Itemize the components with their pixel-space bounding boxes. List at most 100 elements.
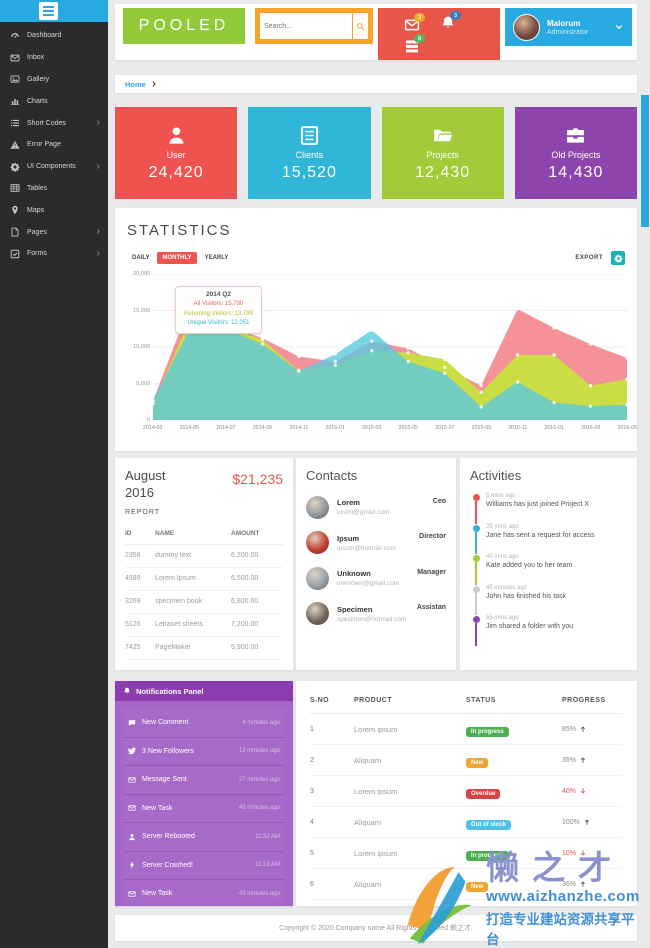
menu-toggle-button[interactable] <box>39 2 58 20</box>
table-row[interactable]: 2 Aliquam New 35% <box>310 745 623 776</box>
notification-item-new-task[interactable]: New Task 43 minutes ago <box>123 880 285 906</box>
activity-item[interactable]: 45 minutes ago John has finished his tas… <box>470 585 627 615</box>
sidebar-item-inbox[interactable]: Inbox <box>0 47 108 69</box>
activities-title: Activities <box>470 468 522 483</box>
table-row[interactable]: 3269 specimen book 6,800.00 <box>125 591 283 614</box>
report-cell: specimen book <box>155 598 203 606</box>
table-row[interactable]: 5 Lorem ipsum In progress 10% <box>310 838 623 869</box>
envelope-alert-button[interactable]: 3 <box>404 13 425 33</box>
stat-card-value: 14,430 <box>548 163 604 181</box>
sidebar-item-label: Charts <box>27 97 48 105</box>
sidebar-item-error-page[interactable]: Error Page <box>0 134 108 156</box>
progress-value: 35% <box>562 756 623 764</box>
table-row[interactable]: 5126 Letraset sheets 7,200.00 <box>125 614 283 637</box>
activity-item[interactable]: 5 mins ago Williams has just joined Proj… <box>470 493 627 524</box>
sidebar-item-pages[interactable]: Pages › <box>0 221 108 243</box>
arrow-up-icon <box>579 756 587 764</box>
x-axis-tick: 2015-05 <box>398 425 418 431</box>
table-icon <box>10 183 20 193</box>
contact-item-lorem[interactable]: Lorem lorem@gmail.com Ceo <box>306 495 446 519</box>
stat-card-projects[interactable]: Projects 12,430 <box>381 107 504 199</box>
stat-card-clients[interactable]: Clients 15,520 <box>248 107 371 199</box>
tooltip-line: All Visitors: 15,780 <box>193 301 244 307</box>
table-row[interactable]: 4589 Lorem Ipsum 6,500.00 <box>125 568 283 591</box>
table-row[interactable]: 1 Lorem ipsum In progress 85% <box>310 714 623 745</box>
x-axis-tick: 2016-01 <box>544 425 564 431</box>
notifications-list: New Comment 4 minutes ago 3 New Follower… <box>123 709 285 906</box>
search-input[interactable] <box>260 13 352 39</box>
sidebar-item-gallery[interactable]: Gallery <box>0 69 108 91</box>
sidebar-item-charts[interactable]: Charts <box>0 90 108 112</box>
contact-avatar <box>306 495 329 519</box>
notification-time: 11:13 AM <box>255 862 280 869</box>
sidebar-item-ui-components[interactable]: UI Components › <box>0 156 108 178</box>
header: POOLED 3 3 9 Malorum Administrator <box>115 4 637 60</box>
table-row[interactable]: 3 Lorem ipsum Overdue 40% <box>310 776 623 807</box>
tasks-alert-button[interactable]: 9 <box>404 34 425 54</box>
contact-avatar <box>306 531 329 554</box>
table-row[interactable]: 4 Aliquam Out of stock 100% <box>310 807 623 838</box>
pin-icon <box>10 205 20 215</box>
contact-list: Lorem lorem@gmail.com Ceo Ipsum ipsum@ho… <box>306 495 446 625</box>
report-cell: 5,900.00 <box>231 644 259 652</box>
gauge-icon <box>10 31 20 41</box>
search-button[interactable] <box>352 13 368 39</box>
notification-item-server-crashed[interactable]: Server Crashed! 11:13 AM <box>123 851 285 880</box>
y-axis-tick: 15,000 <box>133 307 150 314</box>
sidebar-item-dashboard[interactable]: Dashboard <box>0 25 108 47</box>
user-menu[interactable]: Malorum Administrator <box>505 8 632 46</box>
product-name: Lorem ipsum <box>354 724 398 734</box>
table-row[interactable]: 2356 dummy text 6,200.00 <box>125 545 283 568</box>
notification-label: Server Crashed! <box>142 861 193 869</box>
app-logo[interactable]: POOLED <box>123 8 245 44</box>
progress-value: 40% <box>562 787 623 795</box>
report-cell: 6,200.00 <box>231 552 259 560</box>
sidebar-item-tables[interactable]: Tables <box>0 178 108 200</box>
contact-avatar <box>306 566 329 590</box>
activity-item[interactable]: 25 mins ago Jane has sent a request for … <box>470 524 627 554</box>
timeline-dot <box>472 494 480 501</box>
sidebar-item-short-codes[interactable]: Short Codes › <box>0 112 108 134</box>
activity-item[interactable]: 55 mins ago Jim shared a folder with you <box>470 615 627 646</box>
tab-monthly[interactable]: MONTHLY <box>157 252 197 264</box>
x-axis-tick: 2015-01 <box>325 425 345 431</box>
notification-item-server-rebooted[interactable]: Server Rebooted 11:32 AM <box>123 823 285 852</box>
x-axis-tick: 2015-03 <box>361 425 382 431</box>
tab-yearly[interactable]: YEARLY <box>204 255 229 261</box>
contact-item-specimen[interactable]: Specimen specimen@hotmail.com Assistan <box>306 602 446 625</box>
notification-item-new-comment[interactable]: New Comment 4 minutes ago <box>123 709 285 738</box>
notification-item-new-task[interactable]: New Task 43 minutes ago <box>123 794 285 823</box>
contact-item-unknown[interactable]: Unknown unknown@gmail.com Manager <box>306 566 446 590</box>
scrollbar-thumb[interactable] <box>641 95 649 227</box>
product-no: 4 <box>310 818 314 826</box>
tab-daily[interactable]: DAILY <box>132 255 150 261</box>
bell-alert-button[interactable]: 3 <box>440 11 461 31</box>
notification-item-3-new-followers[interactable]: 3 New Followers 12 minutes ago <box>123 737 285 766</box>
sidebar-item-maps[interactable]: Maps <box>0 199 108 221</box>
activity-text: John has finished his task <box>486 592 567 600</box>
stat-card-value: 15,520 <box>281 163 337 181</box>
product-name: Aliquam <box>354 817 382 827</box>
table-row[interactable]: 7425 PageMaker 5,900.00 <box>125 637 283 660</box>
sidebar-item-forms[interactable]: Forms › <box>0 243 108 265</box>
products-column: STATUS <box>466 697 496 704</box>
contact-item-ipsum[interactable]: Ipsum ipsum@hotmail.com Director <box>306 531 446 554</box>
contact-role: Manager <box>417 568 446 576</box>
export-button[interactable]: EXPORT <box>575 255 603 261</box>
notification-item-message-sent[interactable]: Message Sent 27 minutes ago <box>123 766 285 795</box>
stat-card-user[interactable]: User 24,420 <box>115 107 238 199</box>
activity-item[interactable]: 40 mins ago Kate added you to her team <box>470 554 627 585</box>
breadcrumb-home-link[interactable]: Home <box>125 79 146 89</box>
clients-icon <box>299 125 320 146</box>
activity-time: 5 mins ago <box>486 493 516 499</box>
timeline-dot <box>472 585 480 593</box>
table-row[interactable]: 6 Aliquam New 36% <box>310 869 623 900</box>
chart-settings-button[interactable] <box>611 251 625 265</box>
timeline-line <box>475 501 477 524</box>
stat-card-label: Clients <box>295 149 324 160</box>
report-cell: Letraset sheets <box>155 621 203 629</box>
stat-card-value: 12,430 <box>415 163 471 181</box>
envelope-icon <box>128 890 136 898</box>
stat-card-old-projects[interactable]: Old Projects 14,430 <box>514 107 637 199</box>
